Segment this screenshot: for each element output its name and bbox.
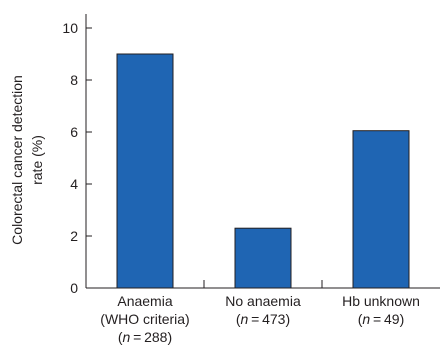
category-n-label-1: (n = 473) <box>236 311 290 327</box>
y-tick-label-3: 6 <box>70 124 78 140</box>
y-tick-label-5: 10 <box>62 20 78 36</box>
y-tick-label-2: 4 <box>70 176 78 192</box>
y-axis-title-line1: Colorectal cancer detection <box>9 75 25 245</box>
y-axis-title-line2: rate (%) <box>29 135 45 185</box>
category-n-label-0: (n = 288) <box>118 329 172 345</box>
category-label-1-line-0: No anaemia <box>225 293 301 309</box>
bar-1 <box>234 227 292 289</box>
category-n-label-2: (n = 49) <box>358 311 404 327</box>
y-tick-label-0: 0 <box>70 280 78 296</box>
plot-area: 0 2 4 6 8 10 Anaemia (WHO criteria) (n = 288) No … <box>62 14 440 345</box>
y-tick-label-1: 2 <box>70 228 78 244</box>
bar-2 <box>352 130 410 289</box>
category-label-0-line-0: Anaemia <box>117 293 172 309</box>
category-label-2-line-0: Hb unknown <box>342 293 420 309</box>
category-label-0-line-1: (WHO criteria) <box>100 311 189 327</box>
y-tick-label-4: 8 <box>70 72 78 88</box>
bar-0 <box>116 53 174 289</box>
y-axis-title: Colorectal cancer detection rate (%) <box>9 75 45 245</box>
